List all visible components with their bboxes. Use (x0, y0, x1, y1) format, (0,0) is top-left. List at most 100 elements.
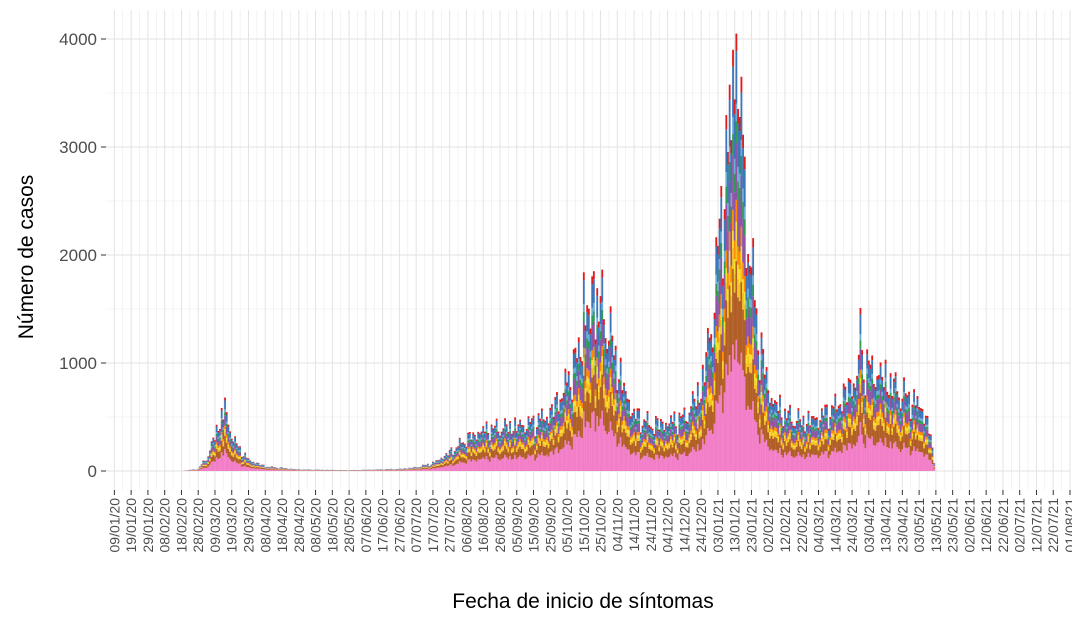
bar-segment (452, 454, 454, 456)
bar-segment (658, 431, 661, 437)
bar-segment (247, 460, 250, 461)
bar-segment (433, 466, 436, 469)
bar-segment (884, 387, 887, 403)
bar-segment (715, 283, 718, 296)
bar-segment (877, 390, 880, 395)
x-tick-label: 22/06/21 (995, 498, 1011, 553)
bar-segment (232, 454, 235, 456)
bar-segment (706, 327, 709, 334)
bar-segment (552, 445, 555, 455)
bar-segment (847, 413, 850, 419)
bar-segment (237, 456, 240, 458)
bar-segment (780, 440, 783, 443)
bar-segment (785, 426, 788, 429)
bar-segment (832, 406, 835, 409)
bar-segment (232, 446, 235, 448)
bar-segment (819, 455, 822, 471)
bar-segment (670, 444, 672, 455)
bar-segment (789, 415, 791, 419)
bar-segment (589, 382, 592, 390)
bar-segment (688, 453, 691, 471)
bar-segment (898, 435, 900, 449)
bar-segment (653, 459, 656, 471)
bar-segment (604, 395, 607, 401)
bar-segment (656, 440, 659, 443)
bar-segment (649, 457, 652, 471)
bar-segment (926, 426, 929, 430)
bar-segment (660, 455, 662, 471)
bar-segment (841, 420, 843, 424)
bar-segment (557, 426, 560, 435)
bar-segment (774, 400, 776, 404)
bar-segment (728, 250, 731, 267)
bar-segment (891, 410, 894, 415)
bar-segment (742, 292, 744, 310)
bar-segment (478, 434, 481, 440)
bar-segment (676, 460, 679, 471)
bar-segment (646, 453, 649, 471)
bar-segment (443, 455, 446, 457)
bar-segment (559, 413, 562, 418)
bar-segment (772, 417, 775, 421)
bar-segment (758, 427, 761, 444)
x-tick-label: 28/04/20 (291, 498, 307, 553)
bar-segment (911, 404, 914, 408)
bar-segment (668, 445, 671, 449)
bar-segment (717, 254, 719, 282)
bar-segment (499, 450, 501, 453)
bar-segment (673, 420, 676, 424)
bar-segment (882, 408, 885, 419)
bar-segment (584, 401, 587, 428)
bar-segment (527, 441, 530, 445)
bar-segment (442, 461, 444, 464)
bar-segment (668, 425, 671, 432)
bar-segment (790, 434, 793, 441)
bar-segment (701, 381, 704, 386)
bar-segment (881, 395, 884, 401)
bar-segment (654, 429, 657, 437)
bar-segment (571, 430, 573, 434)
bar-segment (455, 458, 458, 460)
bar-segment (403, 469, 406, 471)
bar-segment (909, 429, 912, 432)
bar-segment (742, 218, 744, 263)
bar-segment (504, 420, 506, 427)
bar-segment (472, 440, 475, 443)
bar-segment (720, 231, 723, 243)
bar-segment (867, 388, 870, 403)
bar-segment (413, 469, 416, 471)
bar-segment (557, 453, 560, 471)
bar-segment (817, 436, 820, 439)
bar-segment (747, 262, 750, 289)
bar-segment (455, 457, 458, 459)
bar-segment (215, 436, 218, 443)
bar-segment (869, 405, 872, 411)
bar-segment (852, 416, 855, 422)
bar-segment (797, 440, 800, 453)
bar-segment (564, 372, 567, 386)
bar-segment (453, 451, 456, 455)
bar-segment (222, 455, 225, 471)
bar-segment (909, 443, 912, 447)
bar-segment (220, 452, 223, 471)
bar-segment (497, 437, 500, 440)
bar-segment (711, 394, 714, 401)
bar-segment (509, 431, 511, 434)
bar-segment (453, 465, 456, 471)
bar-segment (240, 457, 243, 460)
bar-segment (586, 305, 589, 312)
bar-segment (535, 447, 538, 450)
bar-segment (732, 344, 734, 471)
bar-segment (549, 437, 552, 441)
bar-segment (908, 404, 910, 408)
bar-segment (215, 446, 218, 449)
bar-segment (685, 440, 687, 443)
bar-segment (239, 447, 242, 451)
bar-segment (272, 469, 275, 470)
bar-segment (874, 408, 877, 419)
bar-segment (472, 442, 475, 448)
bar-segment (517, 446, 520, 449)
bar-segment (913, 420, 915, 425)
bar-segment (882, 387, 885, 391)
bar-segment (844, 386, 847, 390)
